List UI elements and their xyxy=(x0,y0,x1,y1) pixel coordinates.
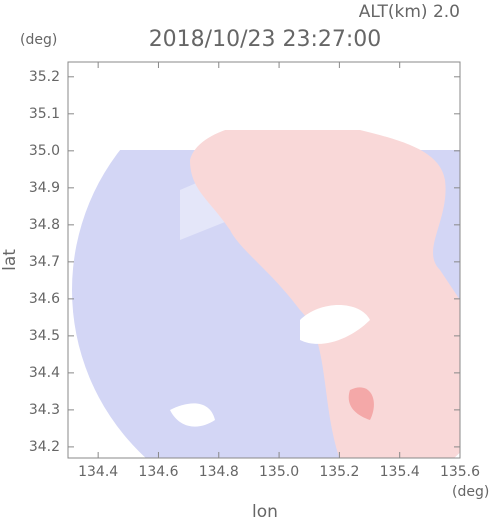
y-tick-label: 35.1 xyxy=(29,106,60,122)
y-unit: (deg) xyxy=(20,32,57,48)
y-tick-label: 34.8 xyxy=(29,217,60,233)
x-tick-label: 135.2 xyxy=(319,464,359,480)
subtitle: ALT(km) 2.0 xyxy=(359,2,460,22)
x-tick-label: 134.4 xyxy=(78,464,118,480)
x-tick-label: 135.4 xyxy=(380,464,420,480)
y-tick-label: 34.6 xyxy=(29,291,60,307)
chart-title: 2018/10/23 23:27:00 xyxy=(149,27,382,52)
y-tick-label: 35.2 xyxy=(29,69,60,85)
x-tick-label: 134.6 xyxy=(138,464,178,480)
y-tick-label: 34.4 xyxy=(29,365,60,381)
y-tick-label: 34.2 xyxy=(29,439,60,455)
x-tick-label: 135.0 xyxy=(259,464,299,480)
radar-field xyxy=(72,62,460,458)
x-tick-label: 134.8 xyxy=(199,464,239,480)
y-tick-label: 34.7 xyxy=(29,254,60,270)
y-tick-label: 35.0 xyxy=(29,143,60,159)
x-tick-label: 135.6 xyxy=(440,464,480,480)
y-tick-label: 34.9 xyxy=(29,180,60,196)
y-tick-label: 34.3 xyxy=(29,402,60,418)
plot-frame xyxy=(67,61,461,459)
y-axis-label: lat xyxy=(0,249,20,271)
x-axis-label: lon xyxy=(252,502,278,521)
x-unit: (deg) xyxy=(452,484,489,500)
y-tick-label: 34.5 xyxy=(29,328,60,344)
